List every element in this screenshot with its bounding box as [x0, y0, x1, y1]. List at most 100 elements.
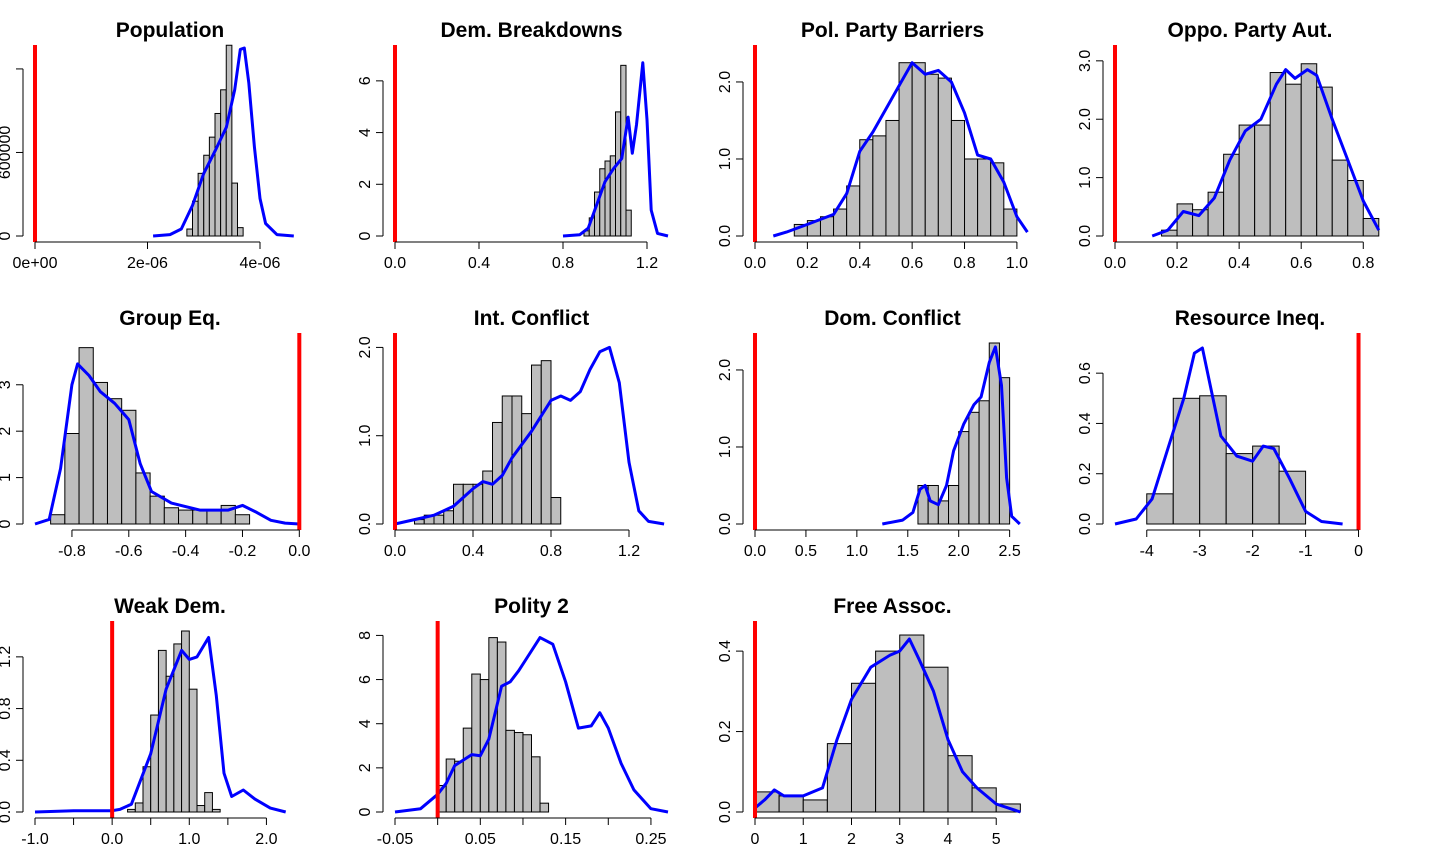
x-tick-label: 0.15 — [550, 831, 581, 848]
histogram-bar — [1331, 159, 1349, 237]
panel: Int. Conflict 0.0 0.4 0.8 1.2 0.0 1.0 2.0 — [357, 307, 665, 560]
histogram-bar — [964, 158, 979, 237]
histogram-bar — [149, 495, 165, 525]
histogram-bar — [462, 727, 473, 813]
histogram-bar — [165, 675, 175, 813]
histogram-bar — [196, 805, 206, 813]
panel-title: Population — [116, 19, 225, 42]
x-tick-label: -1.0 — [21, 831, 49, 848]
x-tick-label: 1.2 — [636, 255, 658, 272]
density-curve — [394, 636, 669, 814]
panel-title: Int. Conflict — [474, 307, 589, 330]
histogram-bar — [885, 119, 900, 237]
y-tick-label: 0.4 — [717, 640, 734, 662]
y-tick-label: 0.0 — [717, 225, 734, 247]
density-curve — [394, 345, 665, 526]
x-tick-label: 2.0 — [255, 831, 277, 848]
histogram-bar — [978, 400, 990, 525]
y-tick-label: 1.0 — [717, 436, 734, 458]
x-tick-label: 0.0 — [101, 831, 123, 848]
histogram-bar — [443, 510, 454, 525]
histogram-bar — [778, 795, 804, 813]
y-tick-label: 0.6 — [1077, 362, 1094, 384]
histogram-bar — [1269, 72, 1287, 237]
histogram-bar — [513, 732, 524, 813]
histogram-bar — [1225, 453, 1254, 525]
y-tick-label: 6 — [357, 76, 374, 85]
histogram-bar — [924, 73, 939, 237]
x-tick-label: 0.8 — [953, 255, 975, 272]
panel-title: Polity 2 — [494, 595, 569, 618]
y-tick-label: 0.8 — [0, 697, 14, 719]
histogram-bar — [599, 168, 606, 237]
histogram-bar — [1278, 470, 1307, 525]
histogram-bar — [482, 470, 493, 525]
x-tick-label: 0 — [751, 831, 760, 848]
histogram-bar — [134, 802, 144, 813]
y-tick-label: 3.0 — [1077, 50, 1094, 72]
x-tick-label: 0.2 — [796, 255, 818, 272]
x-tick-label: 1.2 — [618, 543, 640, 560]
x-tick-label: 5 — [992, 831, 1001, 848]
y-tick-label: 4 — [357, 719, 374, 728]
histogram-bar — [754, 791, 780, 813]
y-tick-label: 0.0 — [717, 801, 734, 823]
x-tick-label: 2e-06 — [127, 255, 168, 272]
histogram-bar — [531, 756, 541, 813]
panel-title: Oppo. Party Aut. — [1168, 19, 1333, 42]
histogram-bar — [163, 507, 180, 525]
histogram-bar — [625, 209, 632, 237]
y-tick-label: 0 — [0, 519, 14, 528]
x-tick-label: 0.4 — [462, 543, 484, 560]
x-tick-label: 0.2 — [1166, 255, 1188, 272]
x-tick-label: 0.5 — [795, 543, 817, 560]
y-tick-label: 0.4 — [0, 749, 14, 771]
y-tick-label: 6 — [357, 675, 374, 684]
histogram-bar — [496, 641, 507, 813]
x-tick-label: 3 — [895, 831, 904, 848]
panel-title: Dem. Breakdowns — [440, 19, 622, 42]
panel-title: Dom. Conflict — [824, 307, 961, 330]
histogram-bar — [923, 666, 949, 813]
histogram-bar — [64, 433, 80, 525]
y-tick-label: 1.2 — [0, 646, 14, 668]
histogram-bar — [1347, 180, 1364, 237]
y-tick-label: 0.2 — [717, 720, 734, 742]
panel-title: Pol. Party Barriers — [801, 19, 984, 42]
histogram-bar — [958, 431, 970, 525]
density-curve — [562, 61, 669, 238]
histogram-bar — [615, 111, 622, 237]
histogram-bar — [492, 421, 503, 525]
y-tick-label: 0.0 — [1077, 225, 1094, 247]
x-tick-label: 2.0 — [948, 543, 970, 560]
panel-title: Weak Dem. — [114, 595, 226, 618]
x-tick-label: 0.0 — [744, 255, 766, 272]
histogram-bar — [121, 409, 137, 525]
x-tick-label: 0.8 — [540, 543, 562, 560]
histogram-bar — [522, 734, 532, 813]
y-tick-label: 0.4 — [1077, 412, 1094, 434]
histogram-bar — [127, 808, 136, 813]
x-tick-label: 0.8 — [1352, 255, 1374, 272]
x-tick-label: -0.6 — [115, 543, 143, 560]
panel: Free Assoc. 0 1 2 3 4 5 0.0 0.2 0.4 — [717, 595, 1021, 848]
histogram-bar — [454, 760, 464, 813]
x-tick-label: -1 — [1298, 543, 1312, 560]
histogram-bar — [1176, 203, 1194, 237]
x-tick-label: 0.8 — [552, 255, 574, 272]
histogram-bar — [826, 743, 852, 813]
histogram-bar — [521, 413, 532, 525]
y-tick-label: 2.0 — [717, 359, 734, 381]
x-tick-label: 1.0 — [1006, 255, 1028, 272]
histogram-bar — [106, 398, 123, 525]
panel: Dom. Conflict 0.0 0.5 1.0 1.5 2.0 2.5 0.0 1.0 2.0 — [717, 307, 1021, 560]
y-tick-label: 600000 — [0, 126, 14, 179]
histogram-bar — [92, 381, 108, 525]
density-curve — [1151, 68, 1381, 238]
x-tick-label: 0.0 — [384, 255, 406, 272]
panel: Weak Dem. -1.0 0.0 1.0 2.0 0.0 0.4 0.8 1.2 — [0, 595, 287, 848]
panel: Resource Ineq. -4 -3 -2 -1 0 0.0 0.2 0.4 0.6 — [1077, 307, 1363, 560]
x-tick-label: 2.5 — [999, 543, 1021, 560]
histogram-bar — [1238, 124, 1256, 237]
y-tick-label: 1.0 — [717, 148, 734, 170]
